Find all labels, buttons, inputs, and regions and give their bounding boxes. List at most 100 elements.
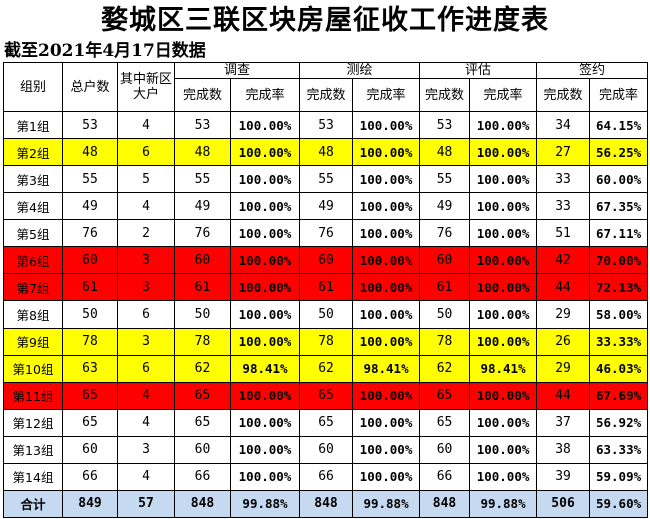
appraisal-rate-cell: 100.00% bbox=[469, 110, 538, 140]
appraisal-count-cell: 53 bbox=[419, 110, 471, 140]
mapping-rate-cell: 100.00% bbox=[352, 408, 421, 437]
header-group: 组别 bbox=[3, 62, 63, 112]
big-households-cell: 4 bbox=[117, 381, 175, 410]
mapping-count-cell: 53 bbox=[299, 110, 354, 140]
signing-count-cell: 39 bbox=[536, 462, 591, 491]
survey-rate-cell: 100.00% bbox=[229, 327, 301, 356]
appraisal-count-cell: 66 bbox=[419, 462, 471, 491]
table-row: 第4组 49 4 49 100.00% 49 100.00% 49 100.00% 33 67.35… bbox=[3, 192, 649, 221]
households-cell: 60 bbox=[62, 435, 118, 464]
data-date-label: 截至2021年4月17日数据 bbox=[4, 41, 206, 61]
survey-rate-cell: 100.00% bbox=[229, 192, 301, 221]
mapping-rate-cell: 100.00% bbox=[352, 110, 421, 140]
mapping-count-cell: 66 bbox=[299, 462, 354, 491]
appraisal-count-cell: 848 bbox=[419, 489, 471, 519]
appraisal-rate-cell: 98.41% bbox=[469, 354, 538, 383]
sheet-title: 婺城区三联区块房屋征收工作进度表 bbox=[101, 5, 549, 36]
survey-count-cell: 60 bbox=[174, 246, 231, 275]
mapping-count-cell: 55 bbox=[299, 165, 354, 194]
mapping-rate-cell: 100.00% bbox=[352, 192, 421, 221]
big-households-cell: 57 bbox=[117, 489, 175, 519]
appraisal-count-cell: 62 bbox=[419, 354, 471, 383]
mapping-rate-cell: 99.88% bbox=[352, 489, 421, 519]
signing-rate-cell: 67.69% bbox=[589, 381, 649, 410]
survey-rate-cell: 100.00% bbox=[229, 165, 301, 194]
appraisal-count-cell: 76 bbox=[419, 219, 471, 248]
signing-count-cell: 26 bbox=[536, 327, 591, 356]
appraisal-count-cell: 78 bbox=[419, 327, 471, 356]
signing-count-cell: 34 bbox=[536, 110, 591, 140]
signing-rate-cell: 67.35% bbox=[589, 192, 649, 221]
total-row: 合计 849 57 848 99.88% 848 99.88% 848 99.88% 506 59.… bbox=[3, 489, 649, 519]
households-cell: 60 bbox=[62, 246, 118, 275]
mapping-count-cell: 60 bbox=[299, 435, 354, 464]
signing-count-cell: 29 bbox=[536, 300, 591, 329]
mapping-rate-cell: 100.00% bbox=[352, 462, 421, 491]
appraisal-rate-cell: 100.00% bbox=[469, 192, 538, 221]
mapping-rate-cell: 100.00% bbox=[352, 273, 421, 302]
group-name-cell: 第7组 bbox=[3, 273, 63, 302]
signing-count-cell: 33 bbox=[536, 165, 591, 194]
survey-rate-cell: 100.00% bbox=[229, 435, 301, 464]
appraisal-count-cell: 48 bbox=[419, 138, 471, 167]
signing-rate-cell: 67.11% bbox=[589, 219, 649, 248]
survey-rate-cell: 100.00% bbox=[229, 110, 301, 140]
mapping-rate-cell: 100.00% bbox=[352, 246, 421, 275]
appraisal-rate-cell: 100.00% bbox=[469, 273, 538, 302]
appraisal-rate-cell: 100.00% bbox=[469, 327, 538, 356]
signing-count-cell: 38 bbox=[536, 435, 591, 464]
table-row: 第10组 63 6 62 98.41% 62 98.41% 62 98.41% 29 46.03% bbox=[3, 354, 649, 383]
mapping-rate-cell: 100.00% bbox=[352, 165, 421, 194]
appraisal-count-cell: 61 bbox=[419, 273, 471, 302]
header-signing-count: 完成数 bbox=[536, 78, 591, 112]
mapping-rate-cell: 100.00% bbox=[352, 435, 421, 464]
signing-count-cell: 27 bbox=[536, 138, 591, 167]
survey-count-cell: 76 bbox=[174, 219, 231, 248]
appraisal-rate-cell: 100.00% bbox=[469, 435, 538, 464]
survey-rate-cell: 100.00% bbox=[229, 462, 301, 491]
mapping-count-cell: 76 bbox=[299, 219, 354, 248]
group-name-cell: 第6组 bbox=[3, 246, 63, 275]
survey-rate-cell: 100.00% bbox=[229, 246, 301, 275]
survey-count-cell: 50 bbox=[174, 300, 231, 329]
big-households-cell: 4 bbox=[117, 192, 175, 221]
group-name-cell: 第10组 bbox=[3, 354, 63, 383]
group-name-cell: 第3组 bbox=[3, 165, 63, 194]
appraisal-count-cell: 60 bbox=[419, 435, 471, 464]
group-name-cell: 第2组 bbox=[3, 138, 63, 167]
signing-rate-cell: 56.25% bbox=[589, 138, 649, 167]
mapping-count-cell: 60 bbox=[299, 246, 354, 275]
table-row: 第12组 65 4 65 100.00% 65 100.00% 65 100.00% 37 56.9… bbox=[3, 408, 649, 437]
signing-rate-cell: 59.09% bbox=[589, 462, 649, 491]
appraisal-rate-cell: 100.00% bbox=[469, 381, 538, 410]
header-mapping-rate: 完成率 bbox=[352, 78, 421, 112]
signing-count-cell: 506 bbox=[536, 489, 591, 519]
header-signing-rate: 完成率 bbox=[589, 78, 649, 112]
survey-rate-cell: 100.00% bbox=[229, 219, 301, 248]
survey-rate-cell: 100.00% bbox=[229, 273, 301, 302]
mapping-rate-cell: 98.41% bbox=[352, 354, 421, 383]
survey-count-cell: 78 bbox=[174, 327, 231, 356]
group-name-cell: 第1组 bbox=[3, 110, 63, 140]
big-households-cell: 6 bbox=[117, 300, 175, 329]
appraisal-count-cell: 50 bbox=[419, 300, 471, 329]
big-households-cell: 2 bbox=[117, 219, 175, 248]
mapping-count-cell: 61 bbox=[299, 273, 354, 302]
big-households-cell: 3 bbox=[117, 246, 175, 275]
households-cell: 65 bbox=[62, 408, 118, 437]
households-cell: 78 bbox=[62, 327, 118, 356]
table-row: 第6组 60 3 60 100.00% 60 100.00% 60 100.00% 42 70.00… bbox=[3, 246, 649, 275]
table-row: 第13组 60 3 60 100.00% 60 100.00% 60 100.00% 38 63.3… bbox=[3, 435, 649, 464]
mapping-count-cell: 49 bbox=[299, 192, 354, 221]
signing-rate-cell: 70.00% bbox=[589, 246, 649, 275]
survey-count-cell: 55 bbox=[174, 165, 231, 194]
households-cell: 48 bbox=[62, 138, 118, 167]
survey-count-cell: 48 bbox=[174, 138, 231, 167]
signing-rate-cell: 60.00% bbox=[589, 165, 649, 194]
mapping-count-cell: 48 bbox=[299, 138, 354, 167]
households-cell: 53 bbox=[62, 110, 118, 140]
appraisal-rate-cell: 100.00% bbox=[469, 165, 538, 194]
group-name-cell: 第8组 bbox=[3, 300, 63, 329]
survey-rate-cell: 100.00% bbox=[229, 408, 301, 437]
signing-rate-cell: 56.92% bbox=[589, 408, 649, 437]
